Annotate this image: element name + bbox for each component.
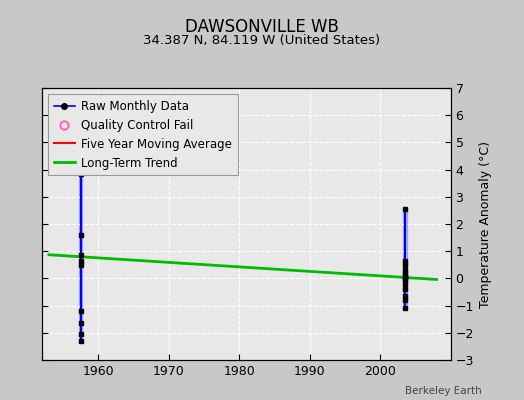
Text: DAWSONVILLE WB: DAWSONVILLE WB — [185, 18, 339, 36]
Y-axis label: Temperature Anomaly (°C): Temperature Anomaly (°C) — [479, 140, 493, 308]
Text: Berkeley Earth: Berkeley Earth — [406, 386, 482, 396]
Legend: Raw Monthly Data, Quality Control Fail, Five Year Moving Average, Long-Term Tren: Raw Monthly Data, Quality Control Fail, … — [48, 94, 238, 176]
Text: 34.387 N, 84.119 W (United States): 34.387 N, 84.119 W (United States) — [144, 34, 380, 47]
